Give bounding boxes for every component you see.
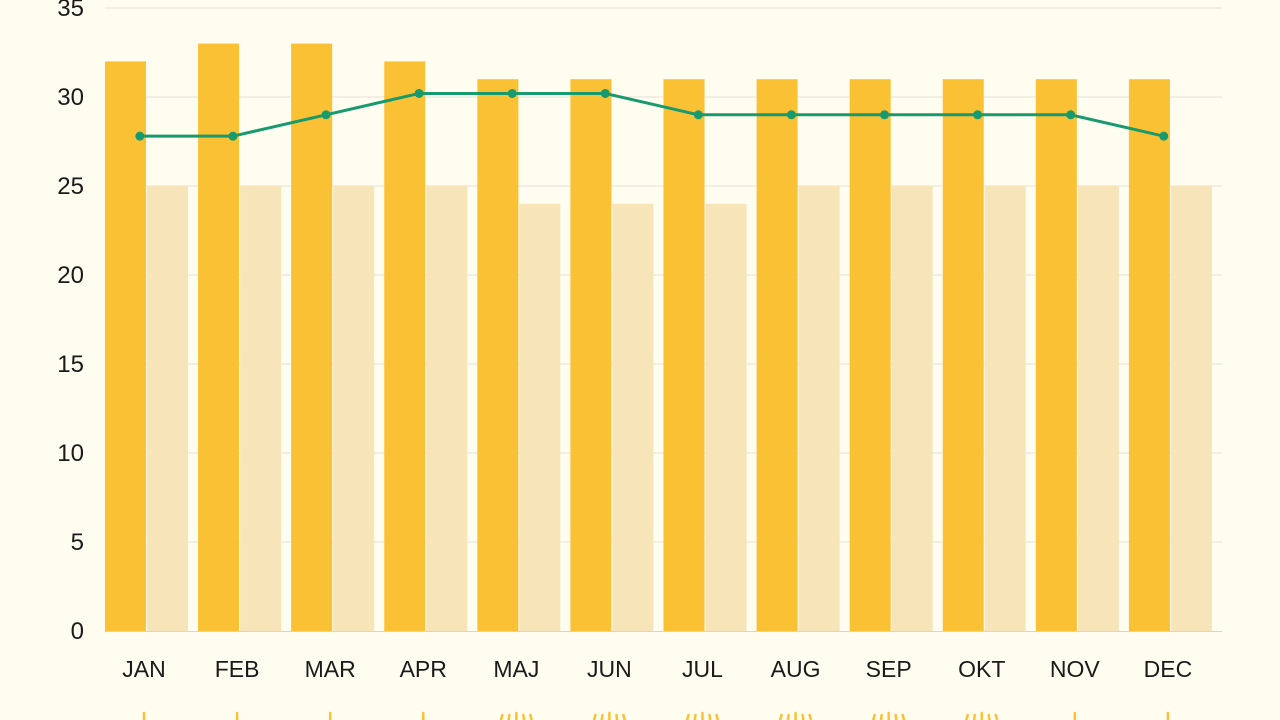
bar-series-2-jul [705, 203, 747, 632]
sun-ray [499, 713, 504, 720]
line-point-aug [786, 110, 796, 120]
y-tick-label: 10 [57, 440, 84, 467]
x-tick-label: NOV [1050, 656, 1101, 682]
bar-series-1-dec [1128, 79, 1170, 631]
x-tick-label: JUL [682, 656, 723, 682]
line-point-maj [507, 88, 517, 98]
bar-series-2-jan [147, 186, 188, 631]
bar-series-1-apr [384, 61, 426, 631]
sun-ray [987, 713, 991, 720]
sun-ray [872, 713, 876, 720]
sun-ray [693, 713, 697, 720]
bar-series-1-okt [942, 79, 984, 631]
x-tick-label: AUG [771, 656, 821, 682]
x-axis-category-labels: JAN FEB MAR APR MAJ JUN JUL AUG SEP OKT NOV DEC [122, 656, 1192, 682]
line-point-nov [1066, 110, 1076, 120]
sun-icon [872, 711, 906, 720]
y-tick-label: 35 [57, 0, 84, 22]
line-point-sep [880, 110, 890, 120]
sun-ray [994, 713, 999, 720]
line-point-dec [1159, 131, 1169, 141]
sun-ray [778, 713, 783, 720]
sun-ray [965, 713, 969, 720]
sun-ray [592, 713, 597, 720]
y-tick-label: 15 [57, 351, 84, 378]
sun-icon [778, 711, 813, 720]
bar-series-1-jun [570, 79, 612, 631]
x-tick-label: MAJ [493, 656, 539, 682]
bar-series-1-nov [1035, 79, 1077, 631]
line-series [135, 88, 1169, 141]
sun-ray [808, 713, 813, 720]
line-point-okt [973, 110, 983, 120]
y-tick-label: 20 [57, 262, 84, 289]
sun-icon [965, 711, 999, 720]
bar-series-1-sep [849, 79, 891, 631]
bar-series-1-jul [663, 79, 705, 631]
sun-ray [801, 713, 805, 720]
bar-series-1-aug [756, 79, 798, 631]
bar-series-1-mar [291, 43, 333, 632]
x-tick-label: OKT [958, 656, 1005, 682]
line-point-jan [135, 131, 145, 141]
sun-ray [972, 713, 976, 720]
line-series-path [139, 91, 1165, 138]
sun-ray [786, 713, 790, 720]
y-tick-label: 25 [57, 173, 84, 200]
sun-ray [879, 713, 883, 720]
sun-ray [894, 713, 898, 720]
line-point-mar [321, 110, 331, 120]
sun-ray [622, 713, 627, 720]
y-tick-label: 5 [71, 529, 84, 556]
line-point-jun [600, 88, 610, 98]
bar-series-2-nov [1077, 186, 1119, 631]
x-tick-label: FEB [215, 656, 260, 682]
x-tick-label: DEC [1144, 656, 1193, 682]
x-tick-label: APR [400, 656, 447, 682]
sun-ray [901, 713, 906, 720]
bar-series-2-aug [798, 186, 840, 631]
sun-ray [715, 713, 720, 720]
y-tick-label: 0 [71, 618, 84, 645]
bar-series-2-apr [426, 186, 468, 631]
sun-ray [529, 713, 533, 720]
sun-ray [708, 713, 712, 720]
line-point-feb [228, 131, 238, 141]
y-tick-label: 30 [57, 84, 84, 111]
x-tick-label: JAN [122, 656, 165, 682]
sun-ray [615, 713, 619, 720]
bar-series-1-feb [198, 43, 240, 632]
bar-series-2-okt [984, 186, 1026, 631]
sun-icon [685, 711, 720, 720]
bar-series-2-jun [612, 203, 654, 632]
sun-ray [507, 713, 511, 720]
y-axis-tick-labels: 0 5 10 15 20 25 30 35 [57, 0, 84, 645]
sun-icon [499, 711, 533, 720]
x-tick-label: MAR [305, 656, 356, 682]
line-point-apr [414, 88, 424, 98]
sun-ray [600, 713, 604, 720]
footer-sun-icons [142, 711, 1170, 720]
sun-ray [522, 713, 526, 720]
bar-series-1-jan [105, 61, 146, 631]
bar-series-2-sep [891, 186, 933, 631]
bars [105, 43, 1212, 632]
bar-series-2-maj [519, 203, 561, 632]
x-tick-label: SEP [866, 656, 912, 682]
bar-series-2-mar [333, 186, 375, 631]
bar-series-2-feb [240, 186, 282, 631]
x-tick-label: JUN [587, 656, 632, 682]
line-point-jul [693, 110, 703, 120]
sun-icon [592, 711, 627, 720]
bar-series-2-dec [1170, 186, 1212, 631]
sun-ray [685, 713, 690, 720]
bar-series-1-maj [477, 79, 519, 631]
